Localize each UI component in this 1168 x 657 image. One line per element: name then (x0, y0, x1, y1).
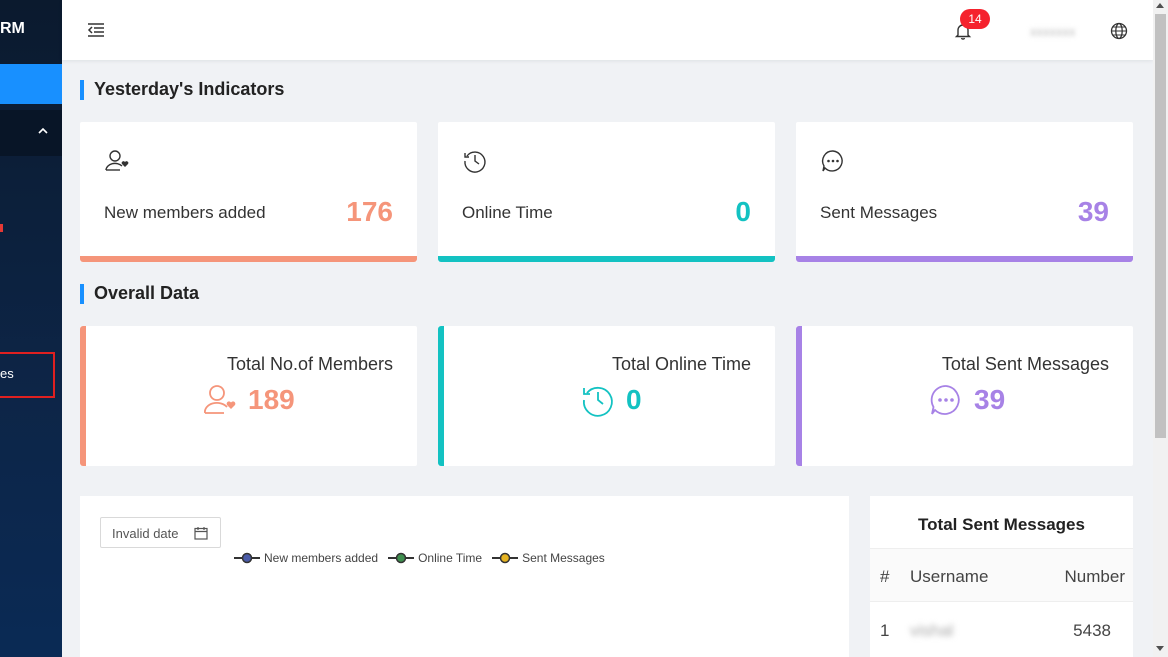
chevron-up-icon (38, 127, 48, 134)
user-heart-icon (204, 385, 236, 414)
sent-messages-table-panel: Total Sent Messages # Username Number 1 … (870, 496, 1133, 657)
top-header: 14 xxxxxxx (62, 0, 1153, 60)
card-value: 39 (1077, 196, 1109, 227)
card-accent-bar (438, 256, 775, 262)
chart-panel: Invalid date New members added Online Ti… (80, 496, 849, 657)
sidebar-dot (0, 224, 3, 232)
card-label: Online Time (462, 203, 553, 222)
chat-bubble-icon (930, 385, 960, 415)
sidebar: RM es (0, 0, 62, 657)
scroll-down-icon[interactable] (1156, 646, 1164, 651)
scroll-up-icon[interactable] (1156, 3, 1164, 8)
notification-badge: 14 (960, 9, 990, 29)
card-label: Total No.of Members (226, 354, 393, 374)
card-value-row: 189 (202, 382, 295, 418)
column-header-number: Number (1064, 567, 1125, 586)
app-logo: RM (0, 20, 25, 37)
sidebar-item-highlight (0, 352, 55, 398)
card-accent-bar (438, 326, 444, 466)
section-title-yesterday: Yesterday's Indicators (80, 79, 284, 100)
card-sent-messages: Sent Messages 39 (796, 122, 1133, 262)
table-header: # Username Number (870, 548, 1133, 602)
legend-marker (492, 552, 519, 564)
card-total-members: Total No.of Members 189 (80, 326, 417, 466)
card-value-row: 39 (928, 382, 1005, 418)
card-accent-bar (796, 326, 802, 466)
card-value: 189 (248, 384, 295, 415)
user-heart-icon (105, 150, 129, 171)
date-picker-value: Invalid date (112, 526, 179, 541)
card-value-row: 0 (580, 382, 642, 418)
card-label: Total Online Time (611, 354, 751, 374)
card-accent-bar (80, 256, 417, 262)
sidebar-submenu-toggle[interactable] (0, 110, 62, 156)
legend-item-new-members[interactable]: New members added (234, 551, 378, 565)
chat-bubble-icon (821, 150, 843, 172)
legend-item-sent-messages[interactable]: Sent Messages (492, 551, 605, 565)
username[interactable]: xxxxxxx (1030, 24, 1076, 39)
cell-index: 1 (880, 621, 890, 640)
legend-item-online-time[interactable]: Online Time (388, 551, 482, 565)
clock-history-icon (464, 151, 486, 173)
globe-icon[interactable] (1110, 22, 1128, 40)
card-new-members: New members added 176 (80, 122, 417, 262)
section-title-overall: Overall Data (80, 283, 199, 304)
card-online-time: Online Time 0 (438, 122, 775, 262)
column-header-index: # (880, 567, 890, 586)
card-value: 39 (974, 384, 1006, 415)
card-label: New members added (104, 203, 266, 222)
calendar-icon (194, 527, 208, 540)
page-scrollbar[interactable] (1153, 0, 1168, 657)
card-value: 0 (735, 196, 751, 227)
legend-marker (388, 552, 415, 564)
clock-history-icon (583, 386, 613, 417)
cell-number: 5438 (1073, 621, 1111, 640)
card-total-online-time: Total Online Time 0 (438, 326, 775, 466)
card-value: 176 (346, 196, 393, 227)
card-label: Total Sent Messages (941, 354, 1109, 374)
card-accent-bar (80, 326, 86, 466)
legend-label: Sent Messages (522, 551, 605, 565)
cell-username: vishal (910, 621, 954, 640)
legend-label: Online Time (418, 551, 483, 565)
table-title: Total Sent Messages (918, 515, 1085, 534)
card-value: 0 (626, 384, 642, 415)
date-picker[interactable]: Invalid date (100, 517, 221, 548)
card-accent-bar (796, 256, 1133, 262)
card-total-sent-messages: Total Sent Messages 39 (796, 326, 1133, 466)
legend-label: New members added (264, 551, 379, 565)
scroll-thumb[interactable] (1155, 14, 1166, 438)
chart-legend: New members added Online Time Sent Messa… (234, 551, 615, 565)
column-header-username: Username (910, 567, 989, 586)
sidebar-item-active[interactable] (0, 64, 62, 104)
table-row[interactable]: 1 vishal 5438 (870, 603, 1133, 657)
legend-marker (234, 552, 260, 564)
sidebar-item-label[interactable]: es (0, 366, 14, 381)
card-label: Sent Messages (820, 203, 938, 222)
menu-fold-icon[interactable] (86, 20, 106, 40)
